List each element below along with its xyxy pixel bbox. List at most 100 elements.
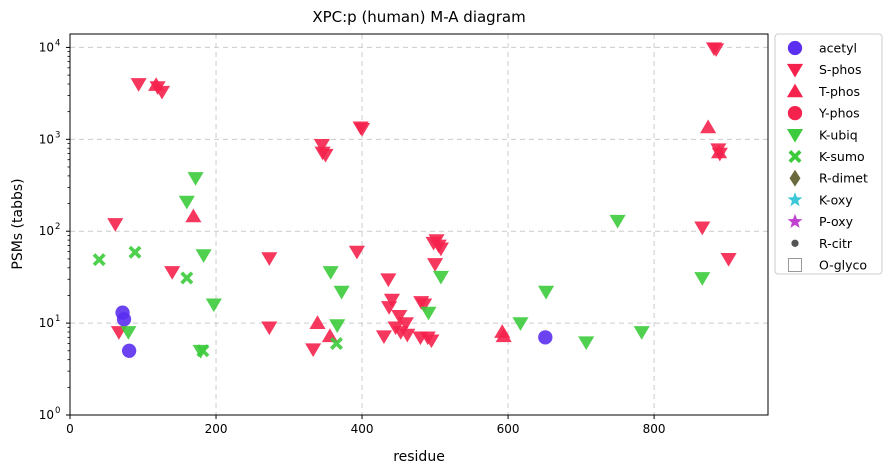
x-tick-label: 200 (205, 422, 228, 436)
point-s-phos (164, 266, 181, 280)
point-s-phos (261, 321, 278, 336)
y-tick-exponent: 1 (55, 314, 60, 324)
point-t-phos (309, 315, 326, 329)
legend-label: K-sumo (819, 149, 865, 164)
y-tick-label: 10 (39, 132, 54, 146)
y-tick-label: 10 (39, 40, 54, 54)
y-tick-exponent: 0 (55, 406, 60, 416)
y-tick-exponent: 2 (55, 222, 60, 232)
point-s-phos (391, 309, 408, 324)
point-k-ubiq (694, 272, 711, 286)
point-s-phos (305, 343, 322, 358)
point-t-phos (700, 119, 717, 134)
x-axis-label: residue (393, 449, 445, 465)
legend-marker-k-ubiq (786, 128, 804, 143)
legend-label: S-phos (819, 62, 861, 77)
point-s-phos (416, 298, 433, 313)
chart-title: XPC:p (human) M-A diagram (312, 8, 525, 26)
legend-marker-k-sumo (788, 150, 802, 163)
point-k-ubiq (333, 285, 350, 300)
point-k-ubiq (609, 214, 626, 229)
point-s-phos (427, 258, 444, 272)
point-s-phos (107, 218, 124, 232)
point-acetyl (538, 330, 553, 345)
y-tick-label: 10 (39, 224, 54, 238)
legend-marker-r-citr (791, 239, 799, 247)
point-s-phos (317, 148, 334, 163)
point-t-phos (148, 77, 165, 91)
legend-label: P-oxy (819, 214, 854, 229)
point-k-ubiq (187, 172, 204, 186)
point-s-phos (720, 253, 737, 267)
legend-label: K-ubiq (819, 127, 858, 142)
point-s-phos (397, 317, 414, 331)
point-k-ubiq (322, 266, 339, 280)
x-tick-label: 600 (497, 422, 520, 436)
legend-label: R-dimet (819, 171, 868, 186)
point-s-phos (694, 221, 711, 236)
legend-marker-o-glyco (788, 258, 802, 272)
grid (70, 34, 768, 415)
legend-label: K-oxy (819, 192, 853, 207)
legend-label: O-glyco (819, 258, 867, 273)
y-tick-exponent: 3 (55, 130, 60, 140)
point-s-phos (380, 273, 397, 288)
legend-marker-t-phos (786, 83, 804, 98)
point-s-phos (353, 123, 371, 137)
legend-label: acetyl (819, 41, 857, 56)
x-axis-ticks: 0 200 400 600 800 (66, 415, 666, 436)
legend-label: T-phos (818, 84, 860, 99)
point-s-phos (313, 139, 330, 153)
point-s-phos (423, 334, 440, 349)
legend-marker-p-oxy (787, 213, 803, 228)
plot-frame (69, 33, 769, 416)
point-k-ubiq (432, 270, 449, 285)
point-s-phos (708, 43, 725, 57)
point-k-ubiq (537, 285, 555, 300)
point-k-ubiq (120, 326, 137, 340)
point-k-ubiq (205, 298, 222, 313)
legend: acetyl S-phos T-phos Y-phos K-ubiq K-sumo R-di… (774, 33, 883, 275)
point-s-phos (130, 78, 147, 92)
point-k-ubiq (420, 306, 437, 321)
point-acetyl (121, 343, 137, 358)
x-tick-label: 0 (66, 422, 74, 436)
legend-marker-k-oxy (787, 192, 803, 207)
point-k-ubiq (178, 195, 195, 210)
point-s-phos (348, 245, 365, 260)
point-k-ubiq (512, 317, 529, 331)
point-s-phos (399, 328, 416, 343)
legend-marker-r-dimet (789, 169, 801, 187)
data-points (92, 42, 737, 359)
legend-frame (774, 33, 883, 275)
point-acetyl (116, 312, 132, 327)
point-t-phos (711, 144, 728, 159)
y-tick-label: 10 (39, 316, 54, 330)
y-tick-exponent: 4 (55, 38, 60, 48)
x-tick-label: 800 (643, 422, 666, 436)
point-k-ubiq (633, 326, 650, 340)
legend-marker-y-phos (787, 105, 803, 121)
point-s-phos (383, 293, 401, 308)
point-t-phos (495, 328, 512, 343)
point-s-phos (375, 330, 393, 345)
legend-marker-acetyl (787, 40, 803, 56)
point-k-ubiq (578, 336, 595, 350)
legend-marker-s-phos (786, 63, 804, 78)
point-s-phos (432, 242, 449, 257)
point-k-sumo (329, 336, 343, 350)
x-tick-label: 400 (351, 422, 374, 436)
point-k-sumo (196, 344, 210, 358)
point-k-sumo (180, 271, 194, 285)
point-k-ubiq (195, 249, 212, 263)
point-s-phos (261, 252, 278, 266)
legend-label: R-citr (819, 236, 853, 251)
point-k-sumo (92, 253, 106, 267)
point-k-ubiq (329, 319, 346, 333)
y-axis-label: PSMs (tabbs) (10, 178, 26, 269)
y-tick-label: 10 (39, 408, 54, 422)
point-t-phos (185, 208, 202, 223)
legend-label: Y-phos (818, 106, 860, 121)
